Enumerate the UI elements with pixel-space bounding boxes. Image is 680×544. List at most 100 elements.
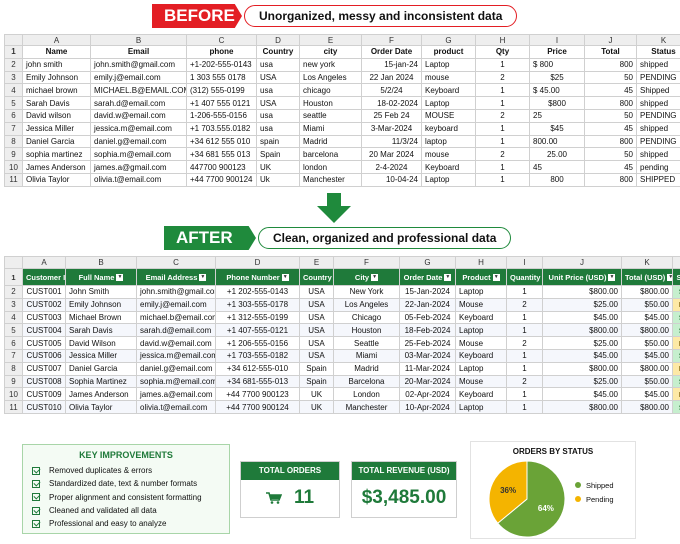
cell[interactable]: CUST004 xyxy=(22,323,66,338)
cell[interactable]: Olivia Taylor xyxy=(65,400,137,414)
cell[interactable]: 18-02-2024 xyxy=(361,96,422,110)
cell[interactable]: $800 xyxy=(529,96,585,110)
row-number[interactable]: 3 xyxy=(4,70,23,85)
cell[interactable]: 1 xyxy=(475,134,530,149)
column-letter[interactable]: F xyxy=(333,256,400,269)
header-cell[interactable]: Qty xyxy=(475,45,530,59)
cell[interactable]: 447700 900123 xyxy=(186,160,257,174)
cell[interactable]: michael.b@email.com xyxy=(136,310,216,325)
header-cell[interactable]: phone xyxy=(186,45,257,59)
cell[interactable]: $25.00 xyxy=(542,297,622,312)
filter-dropdown-icon[interactable]: ▼ xyxy=(492,274,500,282)
cell[interactable]: Los Angeles xyxy=(333,297,400,312)
row-number[interactable]: 10 xyxy=(4,160,23,174)
cell[interactable]: 2 xyxy=(506,336,543,350)
cell[interactable]: new york xyxy=(299,57,362,72)
cell[interactable]: 5/2/24 xyxy=(361,83,422,98)
cell[interactable]: MOUSE xyxy=(421,108,476,123)
cell[interactable]: usa xyxy=(256,83,300,98)
cell[interactable]: UK xyxy=(299,387,334,402)
status-badge[interactable]: Pending xyxy=(672,387,680,402)
filter-dropdown-icon[interactable]: ▼ xyxy=(371,274,379,282)
column-letter[interactable]: A xyxy=(22,34,91,46)
cell[interactable]: 15-jan-24 xyxy=(361,57,422,72)
cell[interactable]: $800.00 xyxy=(621,361,673,376)
cell[interactable]: 1 xyxy=(506,348,543,363)
cell[interactable]: 20 Mar 2024 xyxy=(361,147,422,162)
column-letter[interactable]: B xyxy=(90,34,187,46)
cell[interactable]: $800.00 xyxy=(542,361,622,376)
cell[interactable]: $ 800 xyxy=(529,57,585,72)
cell[interactable]: PENDING xyxy=(636,70,680,85)
row-number[interactable]: 6 xyxy=(4,108,23,123)
header-cell[interactable]: Product ▼ xyxy=(455,268,507,286)
row-number[interactable]: 5 xyxy=(4,96,23,110)
cell[interactable]: keyboard xyxy=(421,121,476,136)
status-badge[interactable]: Pending xyxy=(672,361,680,376)
cell[interactable]: shipped xyxy=(636,147,680,162)
cell[interactable]: 25.00 xyxy=(529,147,585,162)
cell[interactable]: James Anderson xyxy=(65,387,137,402)
cell[interactable]: 45 xyxy=(584,160,637,174)
cell[interactable]: michael brown xyxy=(22,83,91,98)
filter-dropdown-icon[interactable]: ▼ xyxy=(608,274,616,282)
cell[interactable]: $800.00 xyxy=(542,285,622,299)
row-number[interactable]: 1 xyxy=(4,268,23,286)
filter-dropdown-icon[interactable]: ▼ xyxy=(116,274,124,282)
cell[interactable]: Michael Brown xyxy=(65,310,137,325)
row-number[interactable]: 7 xyxy=(4,348,23,363)
cell[interactable]: +1-202-555-0143 xyxy=(186,57,257,72)
cell[interactable]: olivia.t@email.com xyxy=(90,172,187,187)
column-letter[interactable]: C xyxy=(186,34,257,46)
cell[interactable]: +44 7700 900124 xyxy=(215,400,300,414)
cell[interactable]: john.smith@gmail.com xyxy=(90,57,187,72)
cell[interactable]: $ 45.00 xyxy=(529,83,585,98)
cell[interactable]: Daniel Garcia xyxy=(22,134,91,149)
filter-dropdown-icon[interactable]: ▼ xyxy=(444,274,452,282)
header-cell[interactable]: Name xyxy=(22,45,91,59)
column-letter[interactable]: J xyxy=(584,34,637,46)
cell[interactable]: 800 xyxy=(584,172,637,187)
cell[interactable]: 1 xyxy=(475,57,530,72)
cell[interactable]: 1 xyxy=(475,83,530,98)
status-badge[interactable]: Shipped xyxy=(672,310,680,325)
status-badge[interactable]: Shipped xyxy=(672,285,680,299)
row-number[interactable]: 11 xyxy=(4,172,23,187)
cell[interactable]: pending xyxy=(636,160,680,174)
cell[interactable]: 800 xyxy=(529,172,585,187)
cell[interactable]: Madrid xyxy=(333,361,400,376)
cell[interactable]: 22 Jan 2024 xyxy=(361,70,422,85)
cell[interactable]: $45.00 xyxy=(542,348,622,363)
status-badge[interactable]: Shipped xyxy=(672,400,680,414)
header-cell[interactable]: Email xyxy=(90,45,187,59)
cell[interactable]: 1-206-555-0156 xyxy=(186,108,257,123)
cell[interactable]: CUST003 xyxy=(22,310,66,325)
corner-cell[interactable] xyxy=(4,34,23,46)
status-badge[interactable]: Pending xyxy=(672,297,680,312)
cell[interactable]: Mouse xyxy=(455,336,507,350)
cell[interactable]: Barcelona xyxy=(333,374,400,389)
cell[interactable]: Sarah Davis xyxy=(65,323,137,338)
cell[interactable]: $800.00 xyxy=(621,323,673,338)
cell[interactable]: 45 xyxy=(529,160,585,174)
cell[interactable]: shipped xyxy=(636,57,680,72)
cell[interactable]: Sarah Davis xyxy=(22,96,91,110)
row-number[interactable]: 2 xyxy=(4,285,23,299)
cell[interactable]: emily.j@email.com xyxy=(90,70,187,85)
status-badge[interactable]: Pending xyxy=(672,336,680,350)
column-letter[interactable]: H xyxy=(455,256,507,269)
row-number[interactable]: 11 xyxy=(4,400,23,414)
column-letter[interactable]: B xyxy=(65,256,137,269)
cell[interactable]: usa xyxy=(256,121,300,136)
cell[interactable]: USA xyxy=(299,285,334,299)
header-cell[interactable]: Order Date ▼ xyxy=(399,268,456,286)
cell[interactable]: emily.j@email.com xyxy=(136,297,216,312)
row-number[interactable]: 9 xyxy=(4,147,23,162)
cell[interactable]: +44 7700 900123 xyxy=(215,387,300,402)
cell[interactable]: sophia.m@email.com xyxy=(90,147,187,162)
cell[interactable]: 1 xyxy=(506,310,543,325)
cell[interactable]: James Anderson xyxy=(22,160,91,174)
cell[interactable]: Spain xyxy=(299,361,334,376)
column-letter[interactable]: K xyxy=(621,256,673,269)
filter-dropdown-icon[interactable]: ▼ xyxy=(199,274,207,282)
